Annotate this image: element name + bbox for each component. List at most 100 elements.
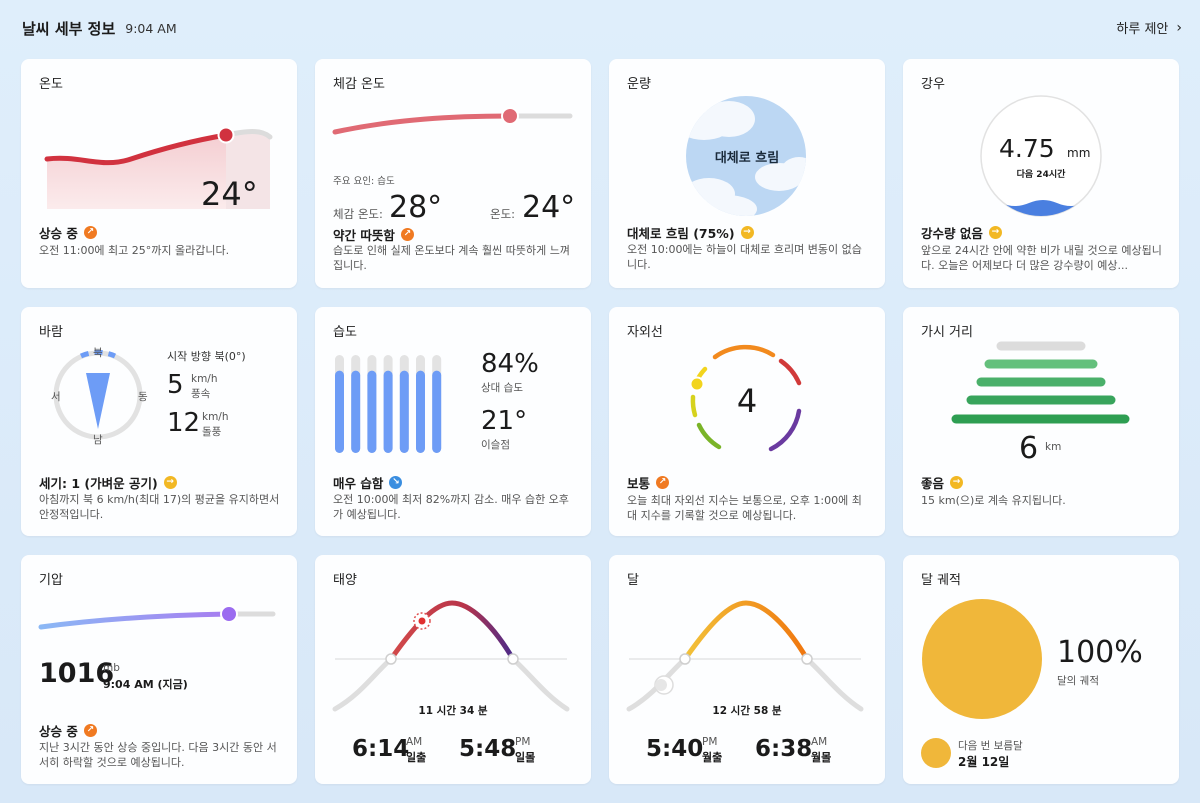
humidity-bar-fill — [399, 370, 409, 453]
rain-desc: 앞으로 24시간 안에 약한 비가 내릴 것으로 예상됩니다. 오늘은 어제보다… — [921, 244, 1162, 272]
chevron-right-icon: › — [1176, 19, 1182, 36]
card-title: 체감 온도 — [333, 77, 385, 92]
uv-status-label: 보통 — [627, 476, 651, 491]
cloud-illustration — [686, 96, 806, 216]
cloud-cover-card[interactable]: 운량 대체로 흐림 대체로 흐림 (75%) → 오전 10:00에는 하늘이 … — [609, 59, 885, 288]
card-title: 강우 — [921, 77, 945, 92]
wind-speed-label: 풍속 — [191, 388, 211, 400]
card-title: 가시 거리 — [921, 325, 973, 340]
moon-arc-graph — [626, 600, 864, 712]
visibility-status: 좋음 → — [921, 473, 964, 492]
rain-card[interactable]: 강우 4.75 mm 다음 24시간 강수량 없음 → 앞으로 24시간 안에 … — [903, 59, 1179, 288]
card-title: 바람 — [39, 325, 63, 340]
relative-humidity-label: 상대 습도 — [481, 382, 523, 394]
visibility-desc: 15 km(으)로 계속 유지됩니다. — [921, 494, 1066, 507]
wind-compass — [53, 349, 143, 440]
feels-like-label: 체감 온도: — [333, 207, 383, 221]
compass-north: 북 — [93, 347, 103, 359]
uv-card[interactable]: 자외선 4 보통 ↗ 오늘 최대 자외선 지수는 보통으로, 오후 1:00에 … — [609, 307, 885, 536]
wind-status-label: 세기: 1 (가벼운 공기) — [39, 476, 158, 491]
card-title: 태양 — [333, 573, 357, 588]
rain-status: 강수량 없음 → — [921, 223, 1002, 242]
humidity-bars — [335, 355, 442, 453]
feels-like-status: 약간 따뜻함 ↗ — [333, 225, 414, 244]
humidity-desc: 오전 10:00에 최저 82%까지 감소. 매우 습한 오후가 예상됩니다. — [333, 493, 569, 521]
moonrise-time: 5:40 — [646, 736, 704, 762]
humidity-card[interactable]: 습도 84% 상대 습도 21° 이슬점 매우 습함 ↘ 오전 10:00에 최… — [315, 307, 591, 536]
humidity-status-label: 매우 습함 — [333, 476, 384, 491]
wind-gust-unit: km/h — [202, 411, 229, 423]
temperature-card[interactable]: 온도 24° 상승 중 ↗ 오전 11:00에 최고 25°까지 올라갑니다. — [21, 59, 297, 288]
temperature-status: 상승 중 ↗ — [39, 223, 97, 242]
rain-status-label: 강수량 없음 — [921, 226, 983, 241]
uv-desc: 오늘 최대 자외선 지수는 보통으로, 오후 1:00에 최대 지수를 기록할 … — [627, 494, 862, 522]
moonset-ampm: AM — [811, 736, 828, 748]
card-title: 자외선 — [627, 325, 663, 340]
card-title: 습도 — [333, 325, 357, 340]
trend-steady-icon: → — [740, 226, 754, 239]
wind-gust-value: 12 — [167, 408, 201, 438]
relative-humidity-value: 84% — [481, 349, 539, 379]
feels-like-status-label: 약간 따뜻함 — [333, 228, 395, 243]
moon-card[interactable]: 달 12 시간 58 분 5:40 PM 월출 6:38 AM 월몰 — [609, 555, 885, 784]
pressure-card[interactable]: 기압 1016 mb 9:04 AM (지금) 상승 중 ↗ 지난 3시간 동안… — [21, 555, 297, 784]
card-title: 온도 — [39, 77, 63, 92]
humidity-bar-fill — [351, 370, 361, 453]
moon-duration: 12 시간 58 분 — [712, 705, 782, 717]
daily-suggestion-label: 하루 제안 — [1116, 22, 1169, 37]
pressure-graph — [38, 605, 276, 630]
rain-unit: mm — [1067, 146, 1091, 160]
humidity-status: 매우 습함 ↘ — [333, 473, 403, 492]
moonrise-label: 월출 — [702, 751, 723, 764]
wind-status: 세기: 1 (가벼운 공기) → — [39, 473, 177, 492]
actual-temp-label: 온도: — [490, 207, 516, 221]
humidity-bar-fill — [383, 370, 393, 453]
visibility-bars — [951, 341, 1130, 424]
humidity-bar-fill — [335, 370, 344, 453]
visibility-card[interactable]: 가시 거리 6 km 좋음 → 15 km(으)로 계속 유지됩니다. — [903, 307, 1179, 536]
feels-like-card[interactable]: 체감 온도 주요 요인: 습도 체감 온도: 28° 온도: 24° 약간 따뜻… — [315, 59, 591, 288]
uv-value: 4 — [736, 382, 758, 420]
sunset-label: 일몰 — [515, 751, 536, 764]
humidity-bar-fill — [432, 370, 442, 453]
cloud-desc: 오전 10:00에는 하늘이 대체로 흐리며 변동이 없습니다. — [627, 243, 862, 271]
visibility-unit: km — [1045, 441, 1062, 453]
moon-phase-label: 달의 궤적 — [1057, 675, 1099, 687]
daily-suggestion-link[interactable]: 하루 제안 › — [1116, 18, 1182, 38]
trend-down-icon: ↘ — [389, 476, 403, 489]
cloud-center-label: 대체로 흐림 — [714, 151, 780, 166]
wind-speed-unit: km/h — [191, 373, 218, 385]
moon-phase-percent: 100% — [1057, 635, 1143, 670]
sunrise-ampm: AM — [406, 736, 423, 748]
header-time: 9:04 AM — [125, 20, 177, 36]
feels-like-desc: 습도로 인해 실제 온도보다 계속 훨씬 따뜻하게 느껴집니다. — [333, 244, 570, 272]
pressure-desc: 지난 3시간 동안 상승 중입니다. 다음 3시간 동안 서서히 하락할 것으로… — [39, 741, 277, 769]
rain-period: 다음 24시간 — [1016, 170, 1066, 180]
compass-west: 서 — [51, 391, 61, 403]
card-title: 달 궤적 — [921, 573, 962, 588]
visibility-status-label: 좋음 — [921, 476, 945, 491]
pressure-status-label: 상승 중 — [39, 724, 78, 739]
sun-arc-graph — [332, 600, 570, 712]
pressure-status: 상승 중 ↗ — [39, 721, 97, 740]
wind-card[interactable]: 바람 북 남 동 서 시작 방향 북(0°) 5 km/h 풍속 12 km/h… — [21, 307, 297, 536]
temperature-desc: 오전 11:00에 최고 25°까지 올라갑니다. — [39, 244, 230, 257]
next-full-moon-date: 2월 12일 — [958, 755, 1010, 769]
sun-card[interactable]: 태양 11 시간 34 분 6:14 AM 일출 5:48 PM 일몰 — [315, 555, 591, 784]
sun-duration: 11 시간 34 분 — [418, 705, 488, 717]
dew-point-value: 21° — [481, 406, 528, 436]
visibility-value: 6 — [1019, 431, 1039, 466]
sunset-time: 5:48 — [459, 736, 517, 762]
moon-phase-card[interactable]: 달 궤적 100% 달의 궤적 다음 번 보름달 2월 12일 — [903, 555, 1179, 784]
trend-steady-icon: → — [950, 476, 964, 489]
actual-temp-value: 24° — [522, 190, 576, 225]
card-title: 기압 — [39, 573, 63, 588]
wind-speed-value: 5 — [167, 370, 184, 400]
cloud-status: 대체로 흐림 (75%) → — [627, 223, 754, 242]
trend-up-icon: ↗ — [400, 228, 414, 241]
uv-status: 보통 ↗ — [627, 473, 670, 492]
trend-up-icon: ↗ — [83, 724, 97, 737]
wind-gust-label: 돌풍 — [202, 426, 222, 438]
trend-steady-icon: → — [988, 226, 1002, 239]
trend-steady-icon: → — [163, 476, 177, 489]
